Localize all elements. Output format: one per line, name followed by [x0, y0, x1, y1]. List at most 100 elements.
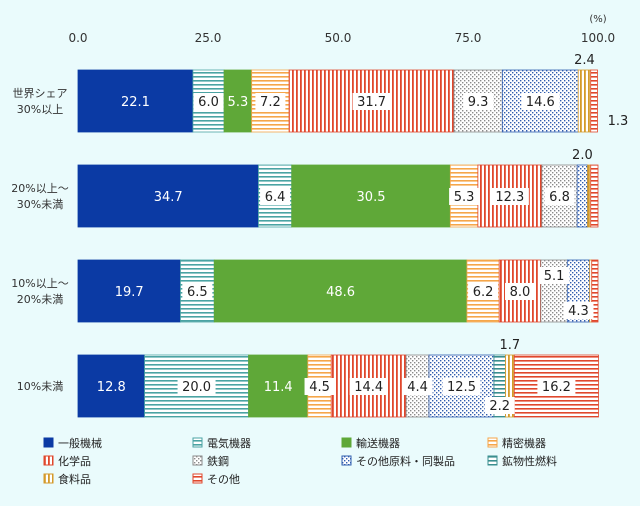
data-label: 34.7	[154, 190, 183, 205]
legend-label: その他原料・同製品	[356, 454, 455, 468]
data-label: 2.0	[572, 148, 593, 163]
legend-swatch	[192, 473, 203, 484]
category-label: 20%未満	[17, 293, 63, 306]
bars	[77, 69, 599, 418]
data-label-bg	[484, 397, 515, 414]
data-label: 19.7	[115, 285, 144, 300]
data-label-bg	[193, 93, 224, 110]
category-label: 30%以上	[17, 103, 63, 116]
data-label: 48.6	[326, 285, 355, 300]
legend-label: 輸送機器	[356, 436, 400, 450]
data-label: 6.4	[265, 190, 286, 205]
data-label: 16.2	[542, 380, 571, 395]
data-label-bg	[442, 378, 481, 395]
bar-segment	[590, 164, 599, 228]
data-label: 2.4	[574, 53, 595, 68]
bar-segment	[587, 164, 592, 228]
data-label-bg	[352, 93, 391, 110]
data-label: 8.0	[510, 285, 531, 300]
data-label: 6.8	[549, 190, 570, 205]
data-label: 9.3	[468, 95, 489, 110]
legend-swatch	[341, 437, 352, 448]
data-label-bg	[260, 188, 291, 205]
bar-segment	[223, 69, 253, 133]
data-label-bg	[449, 188, 480, 205]
data-label-bg	[544, 188, 575, 205]
category-label: 10%以上～	[11, 277, 68, 290]
legend-swatch	[192, 455, 203, 466]
x-axis-ticks: 0.0 25.0 50.0 75.0 100.0	[68, 31, 615, 45]
data-label: 31.7	[357, 95, 386, 110]
data-label: 14.6	[526, 95, 555, 110]
data-label: 20.0	[182, 380, 211, 395]
category-label: 10%未満	[17, 380, 63, 393]
legend-swatch	[487, 455, 498, 466]
legend-label: 化学品	[58, 454, 91, 468]
unit-label: (%)	[589, 14, 606, 25]
data-label: 5.3	[454, 190, 475, 205]
legend-swatch	[487, 437, 498, 448]
category-label: 世界シェア	[13, 87, 68, 100]
data-label-bg	[468, 283, 499, 300]
data-label-bg	[255, 93, 286, 110]
legend-label: 精密機器	[502, 436, 546, 450]
bar-segment	[77, 354, 145, 418]
data-label-bg	[304, 378, 335, 395]
data-label-bg	[563, 302, 594, 319]
data-label: 4.4	[407, 380, 428, 395]
legend-swatch	[43, 455, 54, 466]
bar-segment	[77, 259, 181, 323]
data-label: 5.1	[544, 269, 565, 284]
bar-segment	[577, 69, 592, 133]
data-label: 12.8	[97, 380, 126, 395]
data-label: 14.4	[354, 380, 383, 395]
legend-label: 鉱物性燃料	[502, 454, 557, 468]
data-label-bg	[539, 267, 570, 284]
data-labels: 22.1 6.0 5.3 7.2 31.7 9.3 14.6 2.4 1.3 34.7 6.4 30.…	[97, 53, 629, 414]
data-label: 12.3	[495, 190, 524, 205]
legend-swatch	[341, 455, 352, 466]
bar-segment	[576, 164, 589, 228]
legend-label: 一般機械	[58, 436, 102, 450]
data-label: 30.5	[357, 190, 386, 205]
legend-label: 鉄鋼	[207, 454, 229, 468]
data-label-bg	[182, 283, 213, 300]
data-label-bg	[177, 378, 216, 395]
data-label: 7.2	[260, 95, 281, 110]
data-label: 1.3	[608, 114, 629, 129]
legend-swatch	[192, 437, 203, 448]
data-label: 6.2	[473, 285, 494, 300]
category-labels: 世界シェア 30%以上 20%以上～ 30%未満 10%以上～ 20%未満 10%未満	[11, 87, 68, 393]
data-label: 12.5	[447, 380, 476, 395]
legend-label: その他	[207, 473, 240, 486]
data-label: 4.5	[309, 380, 330, 395]
bar-segment	[77, 69, 194, 133]
bar-segment	[591, 259, 599, 323]
x-tick-label: 75.0	[455, 31, 482, 45]
x-tick-label: 50.0	[325, 31, 352, 45]
data-label-bg	[490, 188, 529, 205]
data-label: 11.4	[264, 380, 293, 395]
data-label-bg	[505, 283, 535, 300]
category-label: 20%以上～	[11, 182, 68, 195]
x-tick-label: 0.0	[68, 31, 87, 45]
bar-segment	[590, 69, 598, 133]
category-label: 30%未満	[17, 198, 63, 211]
legend-label: 食料品	[58, 472, 91, 486]
data-label-bg	[463, 93, 494, 110]
x-tick-label: 100.0	[581, 31, 615, 45]
data-label-bg	[349, 378, 388, 395]
data-label: 6.0	[198, 95, 219, 110]
bar-segment	[77, 164, 259, 228]
data-label: 2.2	[489, 399, 510, 414]
bar-segment	[248, 354, 309, 418]
data-label: 6.5	[187, 285, 208, 300]
bar-segment	[291, 164, 451, 228]
data-label: 1.7	[500, 338, 521, 353]
legend-swatch	[43, 473, 54, 484]
data-label: 22.1	[121, 95, 150, 110]
bar-segment	[213, 259, 468, 323]
data-label-bg	[402, 378, 433, 395]
data-label: 4.3	[568, 304, 589, 319]
